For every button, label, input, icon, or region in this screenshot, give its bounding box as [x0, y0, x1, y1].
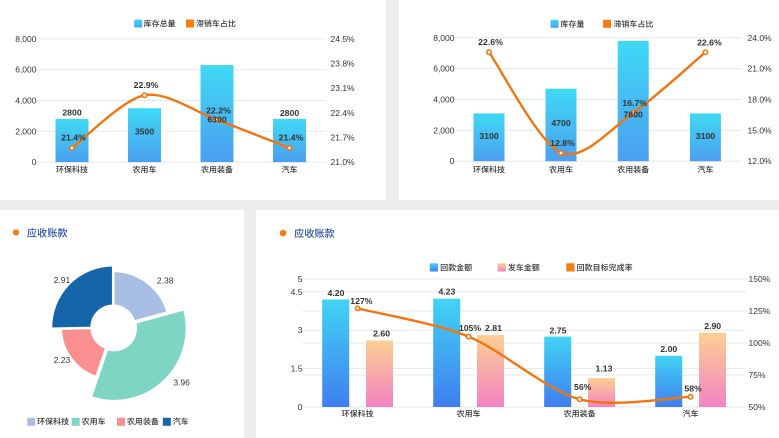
svg-text:23.1%: 23.1%	[331, 83, 356, 93]
svg-text:2.81: 2.81	[485, 323, 502, 333]
svg-text:5: 5	[298, 274, 303, 284]
svg-text:50%: 50%	[749, 402, 766, 412]
svg-text:4.5: 4.5	[291, 287, 303, 297]
svg-text:2.23: 2.23	[54, 355, 71, 365]
svg-text:22.2%: 22.2%	[206, 105, 231, 115]
svg-text:127%: 127%	[350, 296, 372, 306]
svg-text:6,000: 6,000	[15, 65, 37, 75]
svg-text:105%: 105%	[459, 323, 481, 333]
svg-text:2800: 2800	[280, 108, 299, 118]
svg-text:2,000: 2,000	[15, 126, 37, 136]
svg-text:4700: 4700	[551, 118, 570, 128]
svg-text:8,000: 8,000	[15, 34, 37, 44]
svg-text:56%: 56%	[574, 382, 592, 392]
svg-text:4,000: 4,000	[433, 95, 455, 105]
svg-text:7800: 7800	[624, 109, 643, 119]
svg-text:3: 3	[298, 325, 303, 335]
svg-text:16.7%: 16.7%	[622, 98, 647, 108]
svg-text:1.5: 1.5	[291, 364, 303, 374]
svg-text:2.38: 2.38	[157, 275, 174, 285]
svg-text:12.0%: 12.0%	[748, 156, 773, 166]
svg-text:3500: 3500	[135, 126, 154, 136]
svg-text:0: 0	[32, 157, 37, 167]
svg-text:3100: 3100	[479, 131, 498, 141]
svg-text:21.4%: 21.4%	[61, 133, 86, 143]
svg-text:2.00: 2.00	[660, 344, 677, 354]
svg-text:21.0%: 21.0%	[331, 157, 356, 167]
svg-text:125%: 125%	[749, 306, 771, 316]
svg-text:22.6%: 22.6%	[478, 37, 503, 47]
svg-text:2.90: 2.90	[704, 321, 721, 331]
svg-text:22.6%: 22.6%	[697, 37, 722, 47]
svg-text:21.0%: 21.0%	[748, 64, 773, 74]
svg-text:2.75: 2.75	[550, 325, 567, 335]
svg-text:23.8%: 23.8%	[331, 59, 356, 69]
svg-text:0: 0	[450, 156, 455, 166]
svg-text:21.4%: 21.4%	[279, 133, 304, 143]
svg-text:12.8%: 12.8%	[550, 138, 575, 148]
svg-text:4,000: 4,000	[15, 96, 37, 106]
svg-text:150%: 150%	[749, 274, 771, 284]
svg-text:4.20: 4.20	[328, 288, 345, 298]
svg-text:21.7%: 21.7%	[331, 132, 356, 142]
svg-text:75%: 75%	[749, 370, 766, 380]
svg-text:1.13: 1.13	[596, 364, 613, 374]
svg-text:6300: 6300	[207, 115, 226, 125]
svg-text:22.4%: 22.4%	[331, 108, 356, 118]
svg-text:2.60: 2.60	[373, 328, 390, 338]
svg-text:22.9%: 22.9%	[134, 80, 159, 90]
svg-text:4.23: 4.23	[438, 286, 455, 296]
svg-text:100%: 100%	[749, 338, 771, 348]
svg-text:15.0%: 15.0%	[748, 125, 773, 135]
svg-text:2,000: 2,000	[433, 125, 455, 135]
svg-text:8,000: 8,000	[433, 33, 455, 43]
svg-text:0: 0	[298, 402, 303, 412]
svg-text:2800: 2800	[62, 107, 81, 117]
svg-text:18.0%: 18.0%	[748, 95, 773, 105]
svg-text:24.0%: 24.0%	[748, 33, 773, 43]
svg-text:2.91: 2.91	[54, 275, 71, 285]
svg-text:3.96: 3.96	[173, 378, 190, 388]
svg-text:6,000: 6,000	[433, 64, 455, 74]
svg-text:58%: 58%	[684, 383, 702, 393]
svg-text:3100: 3100	[696, 131, 715, 141]
svg-text:24.5%: 24.5%	[331, 34, 356, 44]
